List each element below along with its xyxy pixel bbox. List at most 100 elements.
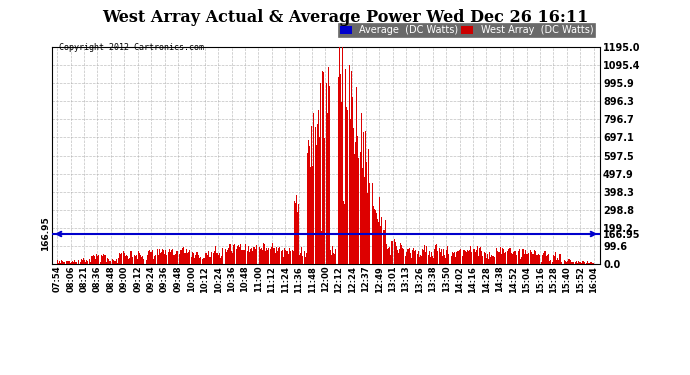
- Bar: [411, 258, 412, 264]
- Bar: [218, 255, 219, 264]
- Bar: [501, 254, 502, 264]
- Bar: [490, 258, 491, 264]
- Bar: [82, 260, 83, 264]
- Bar: [492, 256, 493, 264]
- Bar: [404, 256, 406, 264]
- Bar: [197, 252, 198, 264]
- Bar: [358, 158, 359, 264]
- Bar: [208, 251, 209, 264]
- Bar: [375, 210, 376, 264]
- Bar: [362, 168, 363, 264]
- Bar: [198, 255, 199, 264]
- Bar: [431, 252, 432, 264]
- Bar: [353, 128, 354, 264]
- Bar: [526, 254, 527, 264]
- Bar: [73, 262, 75, 264]
- Bar: [118, 258, 119, 264]
- Bar: [533, 254, 534, 264]
- Bar: [523, 249, 524, 264]
- Bar: [444, 255, 445, 264]
- Bar: [532, 254, 533, 264]
- Bar: [235, 249, 237, 264]
- Bar: [368, 149, 369, 264]
- Bar: [315, 145, 317, 264]
- Bar: [261, 248, 262, 264]
- Bar: [454, 252, 455, 264]
- Bar: [589, 263, 590, 264]
- Bar: [413, 248, 414, 264]
- Bar: [571, 261, 572, 264]
- Bar: [374, 209, 375, 264]
- Bar: [229, 244, 230, 264]
- Bar: [71, 262, 72, 264]
- Bar: [385, 220, 386, 264]
- Bar: [354, 154, 355, 264]
- Bar: [313, 113, 315, 264]
- Bar: [364, 177, 365, 264]
- Bar: [263, 243, 264, 264]
- Bar: [121, 253, 122, 264]
- Bar: [193, 253, 194, 264]
- Bar: [500, 248, 501, 264]
- Bar: [273, 248, 274, 264]
- Legend: Average  (DC Watts), West Array  (DC Watts): Average (DC Watts), West Array (DC Watts…: [338, 24, 595, 38]
- Bar: [493, 256, 494, 264]
- Bar: [409, 248, 410, 264]
- Bar: [126, 255, 127, 264]
- Bar: [240, 244, 241, 264]
- Bar: [219, 253, 220, 264]
- Bar: [305, 257, 306, 264]
- Bar: [445, 258, 446, 264]
- Bar: [144, 259, 146, 264]
- Bar: [582, 261, 583, 264]
- Bar: [437, 251, 438, 264]
- Bar: [228, 248, 229, 264]
- Bar: [88, 259, 90, 264]
- Bar: [557, 258, 558, 264]
- Bar: [125, 256, 126, 264]
- Bar: [153, 259, 155, 264]
- Bar: [499, 252, 500, 264]
- Bar: [106, 262, 107, 264]
- Bar: [306, 253, 307, 264]
- Bar: [337, 77, 339, 264]
- Bar: [350, 119, 351, 264]
- Bar: [558, 260, 559, 264]
- Bar: [205, 253, 206, 264]
- Bar: [342, 47, 343, 264]
- Bar: [164, 254, 165, 264]
- Bar: [393, 239, 395, 264]
- Bar: [365, 131, 366, 264]
- Bar: [324, 138, 326, 264]
- Bar: [142, 256, 144, 264]
- Bar: [367, 193, 368, 264]
- Bar: [298, 204, 299, 264]
- Bar: [173, 255, 174, 264]
- Bar: [502, 248, 503, 264]
- Bar: [333, 253, 334, 264]
- Bar: [259, 249, 261, 264]
- Bar: [452, 252, 453, 264]
- Bar: [584, 262, 585, 264]
- Bar: [114, 261, 115, 264]
- Bar: [310, 167, 311, 264]
- Bar: [184, 253, 185, 264]
- Bar: [83, 258, 84, 264]
- Bar: [473, 249, 475, 264]
- Bar: [222, 249, 224, 264]
- Bar: [225, 249, 226, 264]
- Bar: [244, 249, 246, 264]
- Bar: [453, 253, 454, 264]
- Bar: [488, 259, 489, 264]
- Bar: [511, 253, 512, 264]
- Bar: [285, 250, 286, 264]
- Bar: [127, 256, 128, 264]
- Bar: [588, 263, 589, 264]
- Bar: [430, 257, 431, 264]
- Bar: [68, 261, 69, 264]
- Bar: [220, 258, 221, 264]
- Bar: [549, 261, 551, 264]
- Bar: [504, 254, 505, 264]
- Bar: [448, 254, 449, 264]
- Bar: [531, 252, 532, 264]
